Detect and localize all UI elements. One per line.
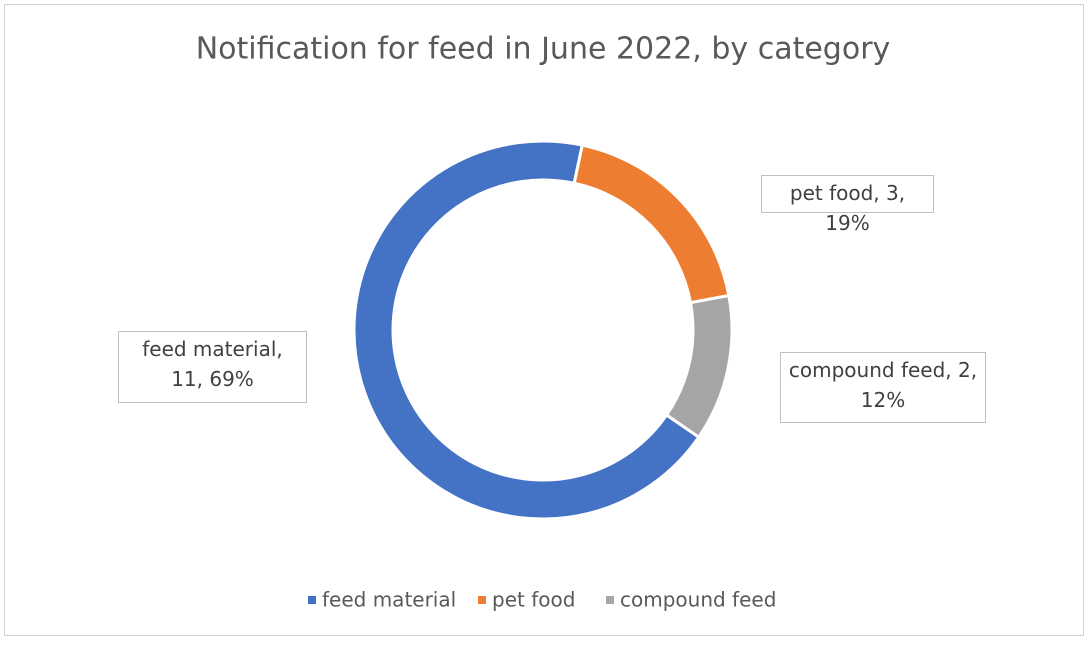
chart-border (4, 4, 1084, 636)
data-label: compound feed, 2, 12% (780, 352, 986, 423)
data-label: pet food, 3, 19% (761, 175, 934, 235)
doughnut-slice (352, 139, 701, 521)
legend-swatch (478, 596, 486, 604)
doughnut-slice (664, 293, 734, 440)
chart-title: Notification for feed in June 2022, by c… (196, 32, 891, 67)
legend-swatch (308, 596, 316, 604)
legend-swatch (606, 596, 614, 604)
data-label: feed material, 11, 69% (118, 331, 307, 403)
legend-label: feed material (322, 588, 456, 612)
legend-label: compound feed (620, 588, 776, 612)
legend-label: pet food (492, 588, 575, 612)
